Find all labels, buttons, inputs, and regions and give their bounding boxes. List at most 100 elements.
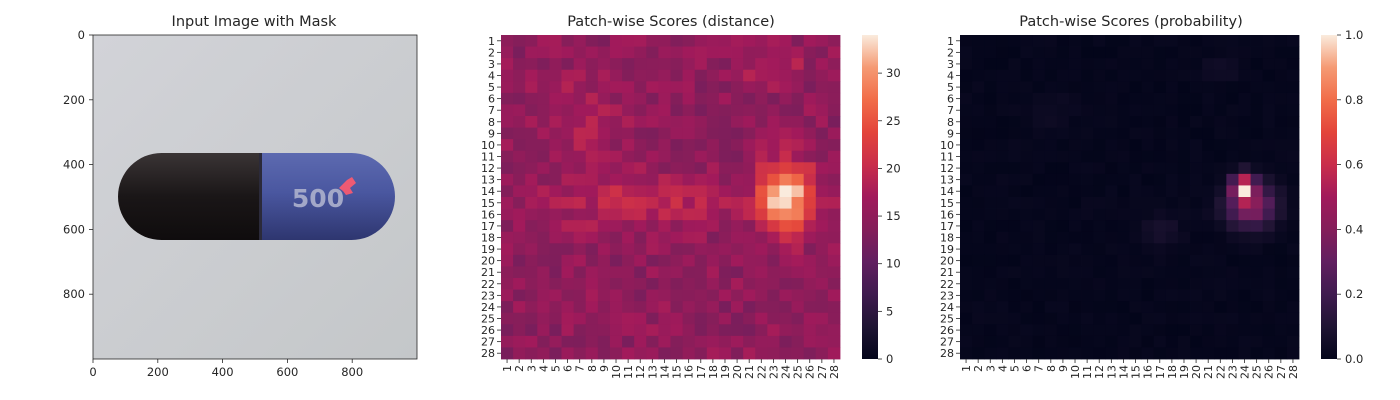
- heatmap-cell: [1177, 266, 1191, 279]
- heatmap-cell: [670, 139, 684, 152]
- heatmap-cell: [1177, 243, 1191, 256]
- heatmap-cell: [597, 231, 611, 244]
- heatmap-cell: [803, 58, 817, 71]
- heatmap-cell: [984, 208, 997, 221]
- heatmap-cell: [525, 150, 538, 163]
- heatmap-cell: [1117, 185, 1130, 198]
- heatmap-cell: [1044, 208, 1058, 221]
- heatmap-cell: [658, 254, 671, 267]
- heatmap-cell: [634, 231, 647, 244]
- heatmap-cell: [803, 347, 817, 360]
- heatmap-cell: [1020, 104, 1034, 117]
- heatmap-cell: [1093, 278, 1106, 290]
- image-x-tick-label: 0: [89, 365, 96, 379]
- heatmap-cell: [1177, 301, 1191, 314]
- heatmap-cell: [682, 173, 696, 186]
- heatmap-cell: [743, 185, 756, 198]
- heatmap-cell: [1177, 104, 1191, 117]
- heatmap-cell: [501, 185, 514, 198]
- col-tick-label: 20: [1190, 365, 1203, 379]
- heatmap-cell: [718, 81, 732, 94]
- heatmap-cell: [815, 266, 829, 279]
- heatmap-cell: [1020, 347, 1034, 360]
- heatmap-cell: [1250, 266, 1264, 279]
- heatmap-cell: [573, 46, 587, 59]
- heatmap-cell: [622, 254, 635, 267]
- heatmap-cell: [561, 254, 575, 267]
- heatmap-cell: [767, 162, 780, 175]
- heatmap-cell: [1286, 116, 1300, 128]
- heatmap-cell: [597, 254, 611, 267]
- heatmap-cell: [1190, 231, 1203, 244]
- heatmap-cell: [1238, 335, 1251, 348]
- heatmap-cell: [1190, 301, 1203, 314]
- heatmap-cell: [561, 69, 575, 82]
- heatmap-cell: [767, 197, 780, 209]
- heatmap-cell: [1044, 139, 1058, 152]
- heatmap-cell: [984, 92, 997, 105]
- col-tick-label: 21: [743, 365, 756, 379]
- heatmap-cell: [1093, 127, 1106, 140]
- distance-heatmap: [501, 35, 841, 360]
- heatmap-cell: [827, 243, 841, 256]
- col-tick-label: 11: [1081, 365, 1094, 379]
- heatmap-cell: [1153, 312, 1167, 325]
- heatmap-cell: [1117, 289, 1130, 302]
- distance-col-labels: 1 2 3 4 5 6 7 8 9 10 11 12 13 14 15 16 17 18 19 20 21 22 23 24 2…: [501, 359, 841, 379]
- heatmap-cell: [731, 127, 744, 140]
- heatmap-cell: [634, 289, 647, 302]
- heatmap-cell: [718, 208, 732, 221]
- heatmap-cell: [549, 197, 562, 209]
- heatmap-cell: [827, 254, 841, 267]
- heatmap-cell: [513, 208, 526, 221]
- heatmap-cell: [537, 220, 550, 233]
- heatmap-cell: [1032, 92, 1046, 105]
- heatmap-cell: [996, 208, 1009, 221]
- col-tick-label: 20: [731, 365, 744, 379]
- heatmap-cell: [1286, 185, 1300, 198]
- heatmap-cell: [1117, 243, 1130, 256]
- heatmap-cell: [1214, 58, 1227, 71]
- image-y-tick-label: 200: [63, 93, 85, 107]
- heatmap-cell: [1214, 197, 1227, 209]
- heatmap-cell: [609, 312, 623, 325]
- heatmap-cell: [1081, 254, 1094, 267]
- heatmap-cell: [1226, 289, 1239, 302]
- row-tick-label: 23: [481, 289, 495, 302]
- heatmap-cell: [561, 150, 575, 163]
- heatmap-cell: [1093, 150, 1106, 163]
- heatmap-cell: [1286, 69, 1300, 82]
- probability-colorbar: [1321, 35, 1337, 359]
- heatmap-cell: [658, 243, 671, 256]
- heatmap-cell: [622, 104, 635, 117]
- heatmap-cell: [549, 243, 562, 256]
- row-tick-label: 20: [940, 255, 954, 268]
- heatmap-cell: [767, 69, 780, 82]
- heatmap-cell: [718, 58, 732, 71]
- colorbar-tick-label: 0.8: [1345, 93, 1363, 107]
- heatmap-cell: [1044, 335, 1058, 348]
- heatmap-cell: [1068, 162, 1082, 175]
- heatmap-cell: [1226, 243, 1239, 256]
- heatmap-cell: [609, 46, 623, 59]
- heatmap-cell: [1250, 301, 1264, 314]
- heatmap-cell: [694, 116, 708, 128]
- heatmap-cell: [537, 324, 550, 337]
- heatmap-cell: [634, 69, 647, 82]
- heatmap-cell: [1068, 139, 1082, 152]
- heatmap-cell: [755, 278, 768, 290]
- heatmap-cell: [622, 127, 635, 140]
- heatmap-cell: [1068, 231, 1082, 244]
- heatmap-cell: [658, 231, 671, 244]
- heatmap-cell: [1093, 185, 1106, 198]
- heatmap-cell: [1286, 150, 1300, 163]
- heatmap-cell: [694, 335, 708, 348]
- heatmap-cell: [670, 35, 684, 47]
- heatmap-cell: [1008, 104, 1021, 117]
- colorbar-tick-label: 10: [886, 257, 901, 271]
- heatmap-cell: [755, 162, 768, 175]
- heatmap-cell: [501, 254, 514, 267]
- heatmap-cell: [670, 312, 684, 325]
- heatmap-cell: [1008, 58, 1021, 71]
- col-tick-label: 27: [816, 365, 829, 379]
